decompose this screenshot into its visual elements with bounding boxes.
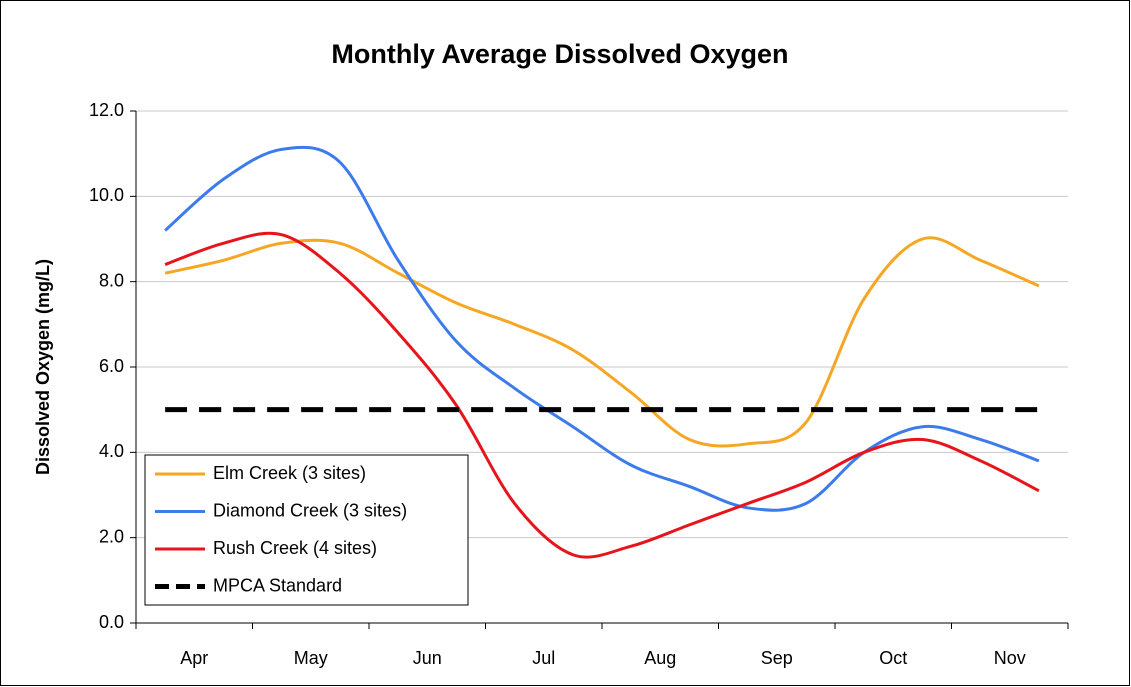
y-tick-label: 6.0: [99, 356, 124, 376]
y-tick-label: 4.0: [99, 441, 124, 461]
x-tick-label: Oct: [879, 648, 907, 668]
x-tick-label: Aug: [644, 648, 676, 668]
legend-label: Rush Creek (4 sites): [213, 538, 377, 558]
x-tick-label: Sep: [761, 648, 793, 668]
legend-label: Elm Creek (3 sites): [213, 463, 366, 483]
chart-title: Monthly Average Dissolved Oxygen: [331, 39, 788, 69]
y-tick-label: 2.0: [99, 526, 124, 546]
legend-label: MPCA Standard: [213, 575, 342, 595]
x-tick-label: Apr: [180, 648, 208, 668]
x-tick-label: May: [294, 648, 328, 668]
y-tick-label: 8.0: [99, 270, 124, 290]
line-series: [164, 231, 1040, 559]
y-axis-label: Dissolved Oxygen (mg/L): [33, 259, 53, 475]
y-tick-label: 12.0: [89, 100, 124, 120]
line-series: [164, 236, 1040, 448]
x-tick-label: Jun: [413, 648, 442, 668]
x-tick-label: Jul: [532, 648, 555, 668]
y-tick-label: 10.0: [89, 185, 124, 205]
legend-label: Diamond Creek (3 sites): [213, 500, 407, 520]
y-tick-label: 0.0: [99, 612, 124, 632]
line-series: [164, 145, 1040, 512]
legend-box: [144, 454, 469, 606]
x-tick-label: Nov: [994, 648, 1026, 668]
